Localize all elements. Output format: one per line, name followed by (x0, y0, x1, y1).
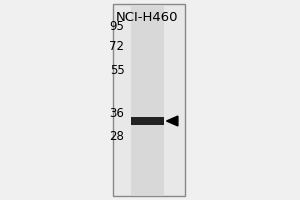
Bar (130, 5, 164, 195)
Text: 28: 28 (110, 130, 124, 144)
Polygon shape (167, 116, 178, 126)
Text: 72: 72 (110, 40, 124, 53)
Text: NCI-H460: NCI-H460 (116, 11, 178, 24)
Text: 55: 55 (110, 64, 124, 76)
Bar (130, 117, 164, 125)
Bar (112, 4, 184, 196)
Text: 36: 36 (110, 107, 124, 120)
Text: 95: 95 (110, 21, 124, 33)
